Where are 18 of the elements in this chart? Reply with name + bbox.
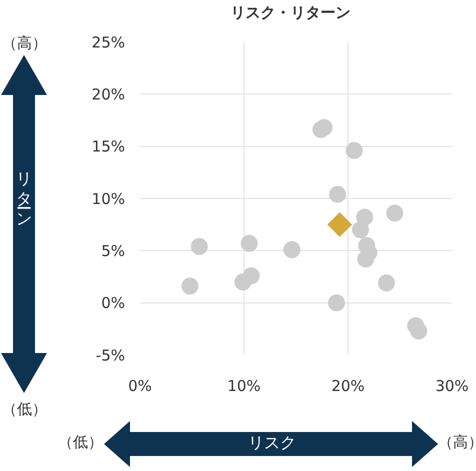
y-tick-label: 25% xyxy=(92,33,125,52)
y-axis-title: リターン xyxy=(14,160,34,222)
y-tick-label: 10% xyxy=(92,190,125,208)
text: （低） xyxy=(58,433,103,452)
y-tick-label: 15% xyxy=(92,138,125,156)
y-tick-label: 5% xyxy=(101,242,125,260)
y-tick-label: 0% xyxy=(101,294,125,312)
x-tick-label: 10% xyxy=(227,377,261,395)
x-tick-label: 30% xyxy=(435,377,469,395)
text: （低） xyxy=(2,400,47,419)
x-tick-label: 0% xyxy=(128,377,152,395)
y-tick-label: 20% xyxy=(92,85,125,104)
chart-title: リスク・リターン xyxy=(230,4,350,22)
text: （高） xyxy=(2,34,47,53)
x-axis-title: リスク xyxy=(248,433,296,454)
y-tick-label: -5% xyxy=(96,346,125,364)
text: （高） xyxy=(438,433,476,452)
x-tick-label: 20% xyxy=(331,377,365,395)
